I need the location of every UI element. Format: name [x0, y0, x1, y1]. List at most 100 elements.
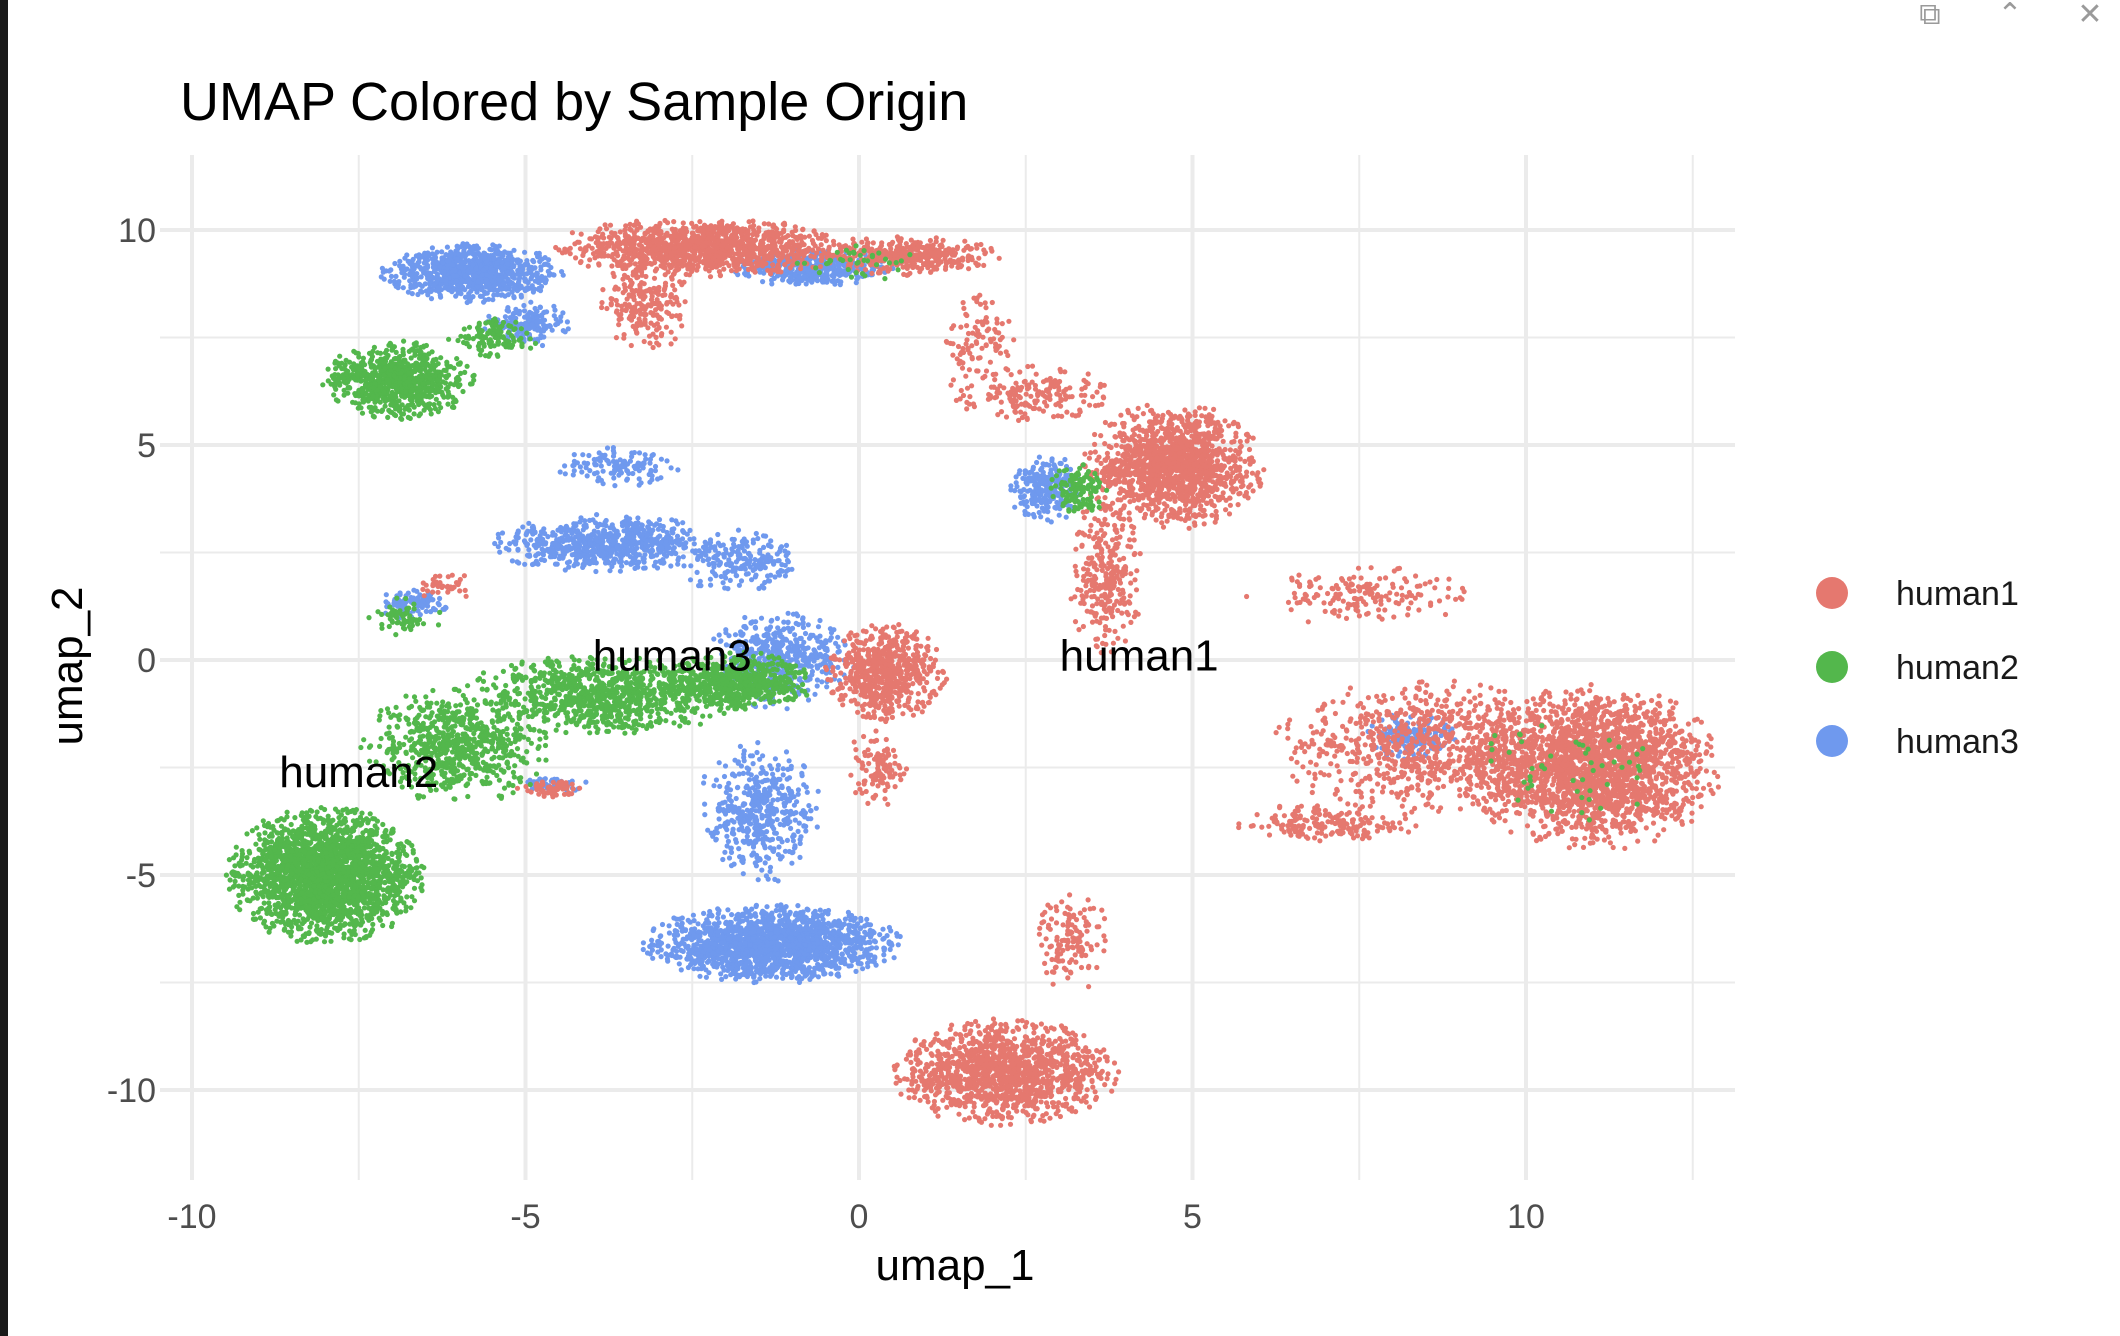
data-point — [880, 926, 886, 932]
data-point — [578, 515, 584, 521]
data-point — [562, 471, 568, 477]
data-point — [758, 615, 765, 621]
data-point — [480, 267, 486, 273]
data-point — [574, 460, 581, 466]
data-point — [715, 915, 721, 921]
data-point — [784, 837, 791, 844]
data-point — [822, 908, 828, 915]
data-point — [528, 528, 534, 534]
collapse-icon[interactable]: ⌃ — [1990, 0, 2030, 30]
data-point — [781, 619, 787, 625]
data-point — [401, 274, 407, 280]
data-point — [664, 458, 670, 464]
data-point — [648, 529, 655, 535]
data-point — [864, 931, 870, 938]
data-point — [668, 465, 674, 471]
data-point — [448, 252, 454, 258]
data-point — [758, 770, 764, 776]
data-point — [579, 469, 585, 475]
data-point — [814, 683, 820, 689]
data-point — [732, 773, 738, 779]
data-point — [831, 948, 838, 954]
data-point — [560, 526, 566, 532]
data-point — [545, 534, 551, 540]
data-point — [507, 315, 513, 321]
data-point — [785, 550, 791, 556]
data-point — [399, 270, 405, 276]
data-point — [415, 260, 421, 266]
data-point — [523, 532, 529, 538]
data-point — [481, 299, 487, 305]
data-point — [381, 276, 387, 282]
data-point — [498, 539, 504, 546]
data-point — [740, 871, 746, 877]
data-point — [395, 285, 401, 291]
data-point — [584, 535, 590, 541]
data-point — [520, 524, 526, 530]
data-point — [813, 274, 820, 280]
data-point — [715, 540, 722, 546]
data-point — [665, 943, 671, 949]
data-point — [708, 927, 714, 933]
data-point — [613, 534, 619, 540]
data-point — [764, 904, 770, 910]
data-point — [386, 268, 392, 274]
data-point — [762, 704, 768, 710]
data-point — [783, 267, 789, 273]
data-point — [405, 289, 411, 295]
data-point — [763, 873, 770, 879]
data-point — [742, 623, 748, 630]
data-point — [807, 919, 813, 925]
data-point — [789, 277, 795, 283]
data-point — [822, 971, 828, 977]
data-point — [462, 287, 468, 293]
data-point — [490, 267, 496, 273]
data-point — [780, 975, 786, 981]
data-point — [414, 275, 420, 281]
data-point — [393, 273, 399, 279]
data-point — [621, 458, 628, 464]
data-point — [598, 463, 604, 469]
data-point — [504, 307, 510, 313]
data-point — [612, 483, 618, 489]
data-point — [770, 807, 776, 813]
data-point — [711, 960, 717, 967]
data-point — [669, 517, 675, 523]
data-point — [646, 519, 652, 525]
data-point — [808, 632, 814, 638]
data-point — [795, 787, 802, 793]
data-point — [541, 548, 547, 554]
data-point — [434, 273, 440, 279]
data-point — [730, 829, 736, 835]
data-point — [516, 311, 522, 317]
data-point — [866, 946, 873, 952]
data-point — [853, 280, 859, 286]
data-point — [703, 974, 710, 980]
data-point — [478, 287, 485, 293]
data-point — [793, 810, 799, 816]
data-point — [774, 551, 780, 557]
data-point — [507, 541, 513, 547]
data-point — [653, 538, 659, 545]
data-point — [551, 272, 557, 278]
data-point — [677, 941, 683, 947]
data-point — [802, 810, 809, 816]
copy-icon[interactable]: ⧉ — [1910, 0, 1950, 30]
data-point — [634, 545, 640, 551]
data-point — [594, 511, 600, 518]
data-point — [441, 269, 447, 275]
data-point — [702, 926, 708, 932]
data-point — [583, 522, 589, 528]
data-point — [740, 828, 746, 834]
data-point — [500, 281, 506, 287]
window-controls: ⧉ ⌃ ✕ — [1910, 0, 2110, 30]
data-point — [725, 568, 731, 575]
data-point — [849, 958, 855, 964]
data-point — [813, 805, 819, 811]
data-point — [759, 812, 765, 819]
data-point — [765, 552, 771, 558]
data-point — [610, 547, 616, 553]
data-point — [823, 268, 830, 274]
close-icon[interactable]: ✕ — [2070, 0, 2110, 30]
data-point — [757, 976, 763, 982]
